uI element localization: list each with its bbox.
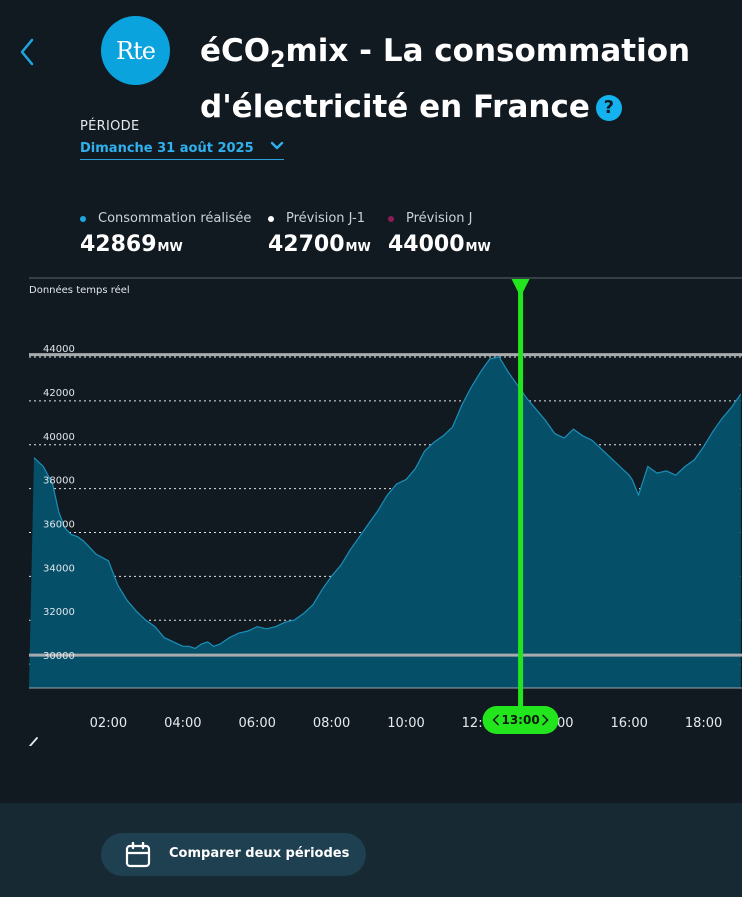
- legend-label: Prévision J-1: [286, 211, 366, 226]
- legend-value: 42700: [268, 232, 345, 257]
- period-select[interactable]: Dimanche 31 août 2025: [80, 139, 284, 160]
- rte-logo: Rte: [101, 16, 170, 85]
- back-button[interactable]: [16, 36, 40, 68]
- x-tick-label: 08:00: [313, 716, 350, 731]
- x-tick-label: 04:00: [164, 716, 201, 731]
- legend-item-consommation: Consommation réalisée 42869MW: [80, 211, 251, 257]
- time-cursor[interactable]: 13:00: [482, 279, 559, 734]
- x-tick-label: 02:00: [90, 716, 127, 731]
- logo-text: Rte: [116, 36, 156, 65]
- y-tick-label: 42000: [43, 388, 75, 399]
- footer-bar: Comparer deux périodes: [0, 803, 742, 897]
- y-tick-label: 30000: [43, 651, 75, 662]
- legend-item-prevision-j1: Prévision J-1 42700MW: [268, 211, 371, 257]
- y-tick-label: 36000: [43, 520, 75, 531]
- series-area-consommation: [29, 356, 741, 688]
- period-label: PÉRIODE: [80, 119, 140, 134]
- x-tick-label: 06:00: [238, 716, 275, 731]
- y-tick-label: 40000: [43, 432, 75, 443]
- legend-dot: [268, 215, 274, 222]
- cursor-handle-top: [511, 279, 530, 297]
- legend-unit: MW: [345, 240, 371, 254]
- chart-prev-button[interactable]: [20, 734, 48, 755]
- series-line-consommation: [33, 356, 742, 650]
- calendar-icon: [125, 842, 151, 868]
- legend-dot: [80, 215, 86, 222]
- page-title: éCO2mix - La consommation d'électricité …: [200, 28, 720, 130]
- chart-mode-label: Données temps réel: [29, 284, 130, 296]
- chevron-left-icon: [492, 714, 500, 726]
- y-tick-label: 44000: [43, 344, 75, 355]
- compare-periods-button[interactable]: Comparer deux périodes: [101, 833, 366, 876]
- x-tick-label: 16:00: [610, 716, 647, 731]
- y-tick-label: 34000: [43, 563, 75, 574]
- period-value: Dimanche 31 août 2025: [80, 141, 254, 156]
- compare-periods-label: Comparer deux périodes: [169, 846, 350, 861]
- title-part-1: éCO: [200, 33, 271, 69]
- legend-dot: [388, 215, 394, 222]
- title-subscript: 2: [270, 48, 286, 73]
- legend-unit: MW: [157, 240, 183, 254]
- help-icon[interactable]: ?: [595, 95, 622, 121]
- y-tick-label: 38000: [43, 476, 75, 487]
- chart-svg[interactable]: Données temps réel 30000 32000 34000 36000 3…: [0, 276, 742, 755]
- cursor-time-badge: [482, 706, 559, 734]
- consumption-chart[interactable]: Données temps réel 30000 32000 34000 36000 3…: [0, 276, 742, 755]
- x-tick-label: 18:00: [685, 716, 722, 731]
- chevron-down-icon: [270, 141, 284, 150]
- legend-value: 44000: [388, 232, 465, 257]
- legend-label: Prévision J: [406, 211, 473, 226]
- legend-value: 42869: [80, 232, 157, 257]
- legend-unit: MW: [465, 240, 491, 254]
- legend-item-prevision-j: Prévision J 44000MW: [388, 211, 491, 257]
- cursor-time-label: 13:00: [501, 713, 539, 727]
- chevron-right-icon: [542, 714, 549, 726]
- legend-label: Consommation réalisée: [98, 211, 252, 226]
- chevron-left-icon: [20, 38, 34, 66]
- y-tick-label: 32000: [43, 607, 75, 618]
- title-part-2: mix - La consommation d'électricité en F…: [200, 33, 691, 125]
- x-tick-label: 10:00: [387, 716, 424, 731]
